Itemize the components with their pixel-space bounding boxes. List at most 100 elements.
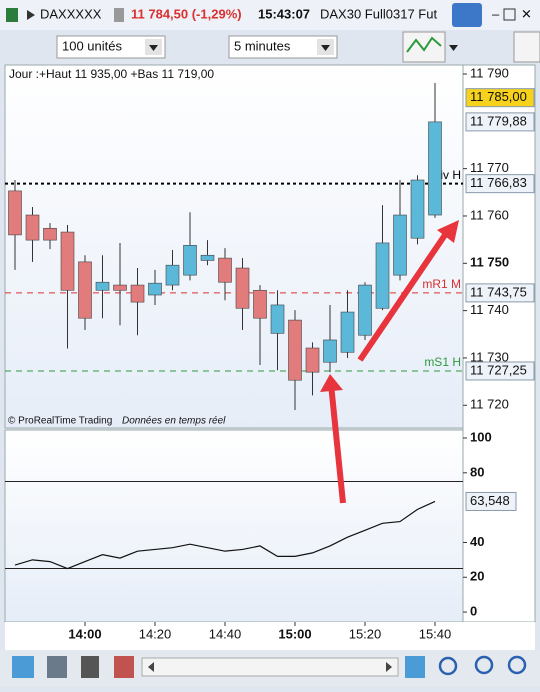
level-tag (465, 174, 535, 194)
candle-body (165, 264, 180, 286)
period: 5 minutes (234, 38, 291, 53)
zoom-out[interactable] (474, 655, 494, 675)
candle-body (410, 179, 425, 239)
candle-body (183, 245, 197, 276)
candle-body (200, 254, 215, 261)
y-tick-label: 80 (470, 464, 484, 479)
y-tick-label: 11 770 (470, 160, 509, 175)
maximize[interactable] (503, 8, 516, 21)
candle-body (288, 319, 302, 381)
dropdown-arrow[interactable] (449, 45, 458, 51)
y-tick-label: 20 (470, 569, 484, 584)
arrow-head (437, 220, 459, 243)
title-bar (0, 0, 540, 30)
app-icon (6, 8, 18, 22)
candle-body (253, 289, 267, 319)
tool-button[interactable] (47, 656, 67, 678)
tool-button[interactable] (405, 656, 425, 678)
candle-body (113, 284, 127, 291)
candle-body (375, 242, 390, 309)
candle-body (358, 284, 372, 336)
level-name: mR1 M (422, 277, 461, 291)
x-tick-label: 15:20 (349, 626, 382, 641)
quantity-select[interactable] (56, 35, 166, 59)
candle-body (235, 267, 250, 309)
level-name: mS1 H (424, 355, 461, 369)
x-tick-label: 15:00 (278, 626, 311, 641)
price-tag (465, 88, 535, 108)
y-tick-label: 11 730 (470, 349, 509, 364)
level-tag (465, 361, 535, 381)
level-label: 11 743,75 (470, 284, 527, 299)
contract: DAX30 Full0317 Fut (320, 6, 437, 21)
tool-button[interactable] (114, 656, 134, 678)
candle-body (95, 281, 110, 291)
chart-header: Jour :+Haut 11 935,00 +Bas 11 719,00 (9, 67, 214, 81)
candle-body (130, 284, 145, 303)
level-tag (465, 283, 535, 303)
candle-body (305, 347, 320, 373)
feed: Données en temps réel (122, 416, 226, 427)
y-tick-label: 11 740 (470, 302, 509, 317)
annotation-arrow (328, 383, 346, 504)
time-axis (5, 622, 535, 650)
x-tick-label: 15:40 (419, 626, 452, 641)
value-label: 63,548 (470, 493, 510, 508)
annotation-arrow (357, 230, 450, 362)
price-label: 11 785,00 (470, 89, 527, 104)
arrow-head (320, 374, 343, 392)
candle-body (148, 282, 162, 296)
brand: © ProRealTime Trading (8, 416, 112, 427)
level-label: 11 727,25 (470, 362, 527, 377)
y-tick-label: 100 (470, 429, 492, 444)
time: 15:43:07 (258, 6, 310, 21)
scroll-left[interactable] (148, 662, 154, 672)
tool-button[interactable] (12, 656, 34, 678)
candle-body (323, 339, 337, 363)
scroll-right[interactable] (386, 662, 392, 672)
minimize[interactable]: – (492, 6, 500, 21)
y-tick-label: 11 760 (470, 207, 509, 222)
indicator-line (14, 500, 436, 570)
price-tag (465, 112, 535, 132)
y-tick-label: 11 720 (470, 397, 509, 412)
zoom-in[interactable] (507, 655, 527, 675)
keyboard-button[interactable] (452, 3, 482, 27)
y-tick-label: 40 (470, 534, 484, 549)
indicator-icon (406, 36, 442, 53)
expand-arrow[interactable] (27, 10, 35, 20)
candle-body (78, 261, 92, 319)
close[interactable]: ✕ (521, 6, 532, 21)
indicator-button[interactable] (402, 31, 446, 63)
zoom-fit[interactable] (438, 656, 458, 676)
candle-body (25, 214, 40, 241)
candle-body (60, 231, 75, 291)
value-tag (465, 491, 517, 511)
tool-button[interactable] (81, 656, 99, 678)
value-axis (462, 64, 536, 623)
indicator-pane (4, 429, 464, 623)
candle-body (218, 257, 232, 283)
quantity: 100 unités (62, 38, 122, 53)
y-tick-label: 11 750 (470, 255, 509, 270)
y-tick-label: 0 (470, 604, 477, 619)
y-tick-label: 11 790 (470, 65, 509, 80)
level-label: 11 766,83 (470, 175, 527, 190)
info-icon[interactable] (114, 8, 124, 22)
side-button[interactable] (513, 31, 540, 63)
candle-body (428, 121, 442, 216)
period-select[interactable] (228, 35, 338, 59)
dropdown-arrow (321, 45, 330, 51)
dropdown-arrow (149, 45, 158, 51)
x-tick-label: 14:40 (209, 626, 242, 641)
candle-body (8, 190, 22, 236)
symbol: DAXXXXX (40, 6, 102, 21)
x-tick-label: 14:20 (139, 626, 172, 641)
candle-body (43, 227, 57, 241)
candle-body (340, 311, 355, 353)
quote: 11 784,50 (-1,29%) (131, 6, 242, 21)
scrollbar[interactable] (141, 657, 399, 677)
window-buttons (484, 3, 534, 27)
